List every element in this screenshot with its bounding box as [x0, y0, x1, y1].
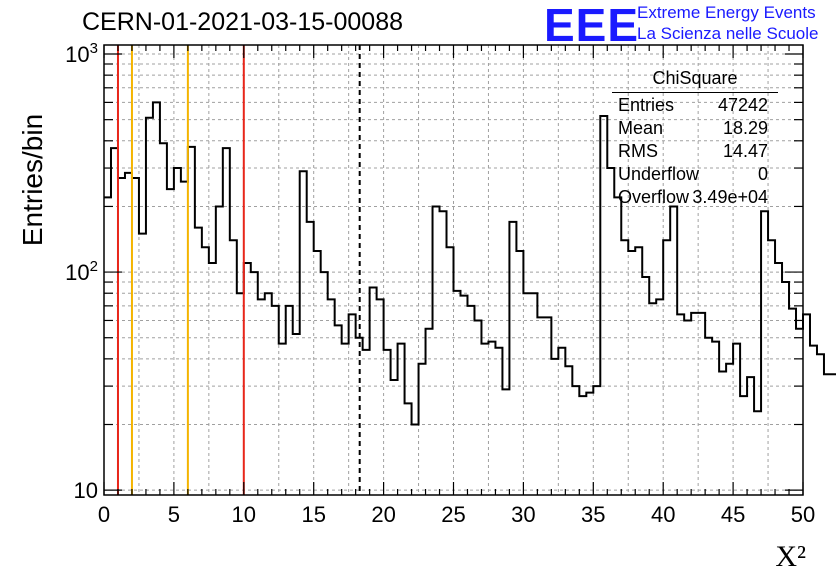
chart-title: CERN-01-2021-03-15-00088 [82, 8, 404, 36]
y-tick-label: 103 [65, 40, 98, 67]
grid-lines [104, 45, 803, 495]
y-tick-label: 102 [65, 258, 98, 285]
x-tick-label: 10 [232, 502, 256, 527]
stats-key: Underflow [618, 164, 700, 184]
histogram-series [104, 101, 836, 426]
axis-ticks [103, 45, 804, 495]
stats-key: Mean [618, 118, 664, 138]
x-tick-label: 50 [791, 502, 815, 527]
stats-box-title: ChiSquare [612, 68, 778, 93]
x-tick-label: 40 [651, 502, 675, 527]
x-tick-label: 15 [301, 502, 325, 527]
y-tick-label: 10 [74, 478, 98, 503]
x-tick-label: 25 [441, 502, 465, 527]
stats-value: 18.29 [722, 118, 768, 138]
y-axis-label: Entries/bin [17, 114, 48, 246]
x-axis-label: X² [775, 540, 806, 572]
stats-row-overflow: Overflow 3.49e+04 [612, 186, 778, 209]
x-tick-label: 0 [98, 502, 110, 527]
stats-value: 0 [757, 164, 768, 184]
stats-key: Entries [618, 95, 675, 115]
stats-value: 14.47 [722, 141, 768, 161]
stats-box: ChiSquare Entries 47242 Mean 18.29 RMS 1… [612, 68, 778, 209]
stats-key: Overflow [618, 187, 690, 207]
stats-row-mean: Mean 18.29 [612, 117, 778, 140]
x-tick-label: 35 [581, 502, 605, 527]
stats-value: 3.49e+04 [692, 187, 768, 207]
stats-key: RMS [618, 141, 658, 161]
y-tick-labels: 10 102 103 [65, 40, 98, 503]
x-tick-label: 30 [511, 502, 535, 527]
x-tick-label: 5 [168, 502, 180, 527]
x-tick-labels: 0 5 10 15 20 25 30 35 40 45 50 [98, 502, 815, 527]
stats-row-entries: Entries 47242 [612, 94, 778, 117]
logo-subtitle-2: La Scienza nelle Scuole [637, 24, 819, 43]
logo-subtitle-1: Extreme Energy Events [637, 3, 816, 22]
marker-lines [116, 45, 361, 495]
eee-logo: EEE [544, 0, 640, 51]
stats-row-underflow: Underflow 0 [612, 163, 778, 186]
stats-value: 47242 [717, 95, 768, 115]
x-tick-label: 20 [371, 502, 395, 527]
x-tick-label: 45 [721, 502, 745, 527]
stats-row-rms: RMS 14.47 [612, 140, 778, 163]
